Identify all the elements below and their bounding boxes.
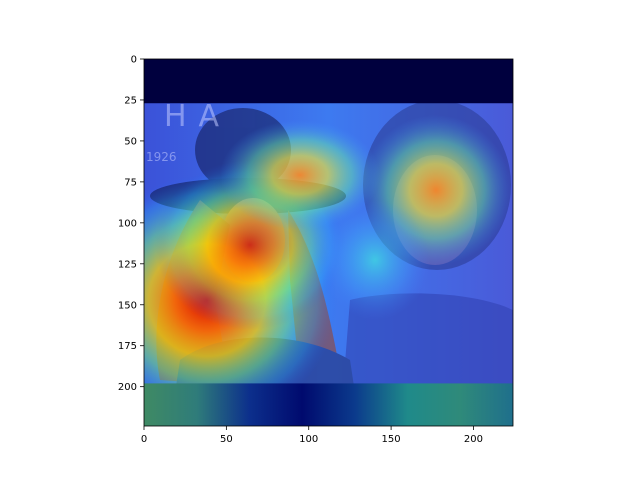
x-tick-label: 150 [382,434,401,445]
x-tick-label: 50 [220,434,233,445]
y-tick-label: 200 [118,382,137,393]
photo-text-ha: HA [164,99,231,134]
y-tick-label: 50 [124,136,137,147]
axes-frame [143,58,514,427]
top-dark-band [144,59,513,104]
heat-spot-middle [320,200,430,320]
y-tick-label: 25 [124,95,137,106]
x-axis: 0 50 100 150 200 [141,426,483,445]
y-tick-label: 0 [131,55,137,66]
x-tick-label: 0 [141,434,147,445]
y-tick-label: 175 [118,341,137,352]
x-tick-label: 100 [299,434,318,445]
heat-spot-hat [220,120,380,230]
photo-text-year: 1926 [146,150,177,164]
y-tick-label: 150 [118,300,137,311]
heatmap-plot-area: HA 1926 [144,59,513,426]
y-tick-label: 100 [118,218,137,229]
activation-overlay [144,115,511,425]
y-tick-label: 125 [118,259,137,270]
x-tick-label: 200 [464,434,483,445]
y-axis: 0 25 50 75 100 125 150 175 200 [118,55,144,393]
bottom-band [144,383,513,426]
y-tick-label: 75 [124,177,137,188]
